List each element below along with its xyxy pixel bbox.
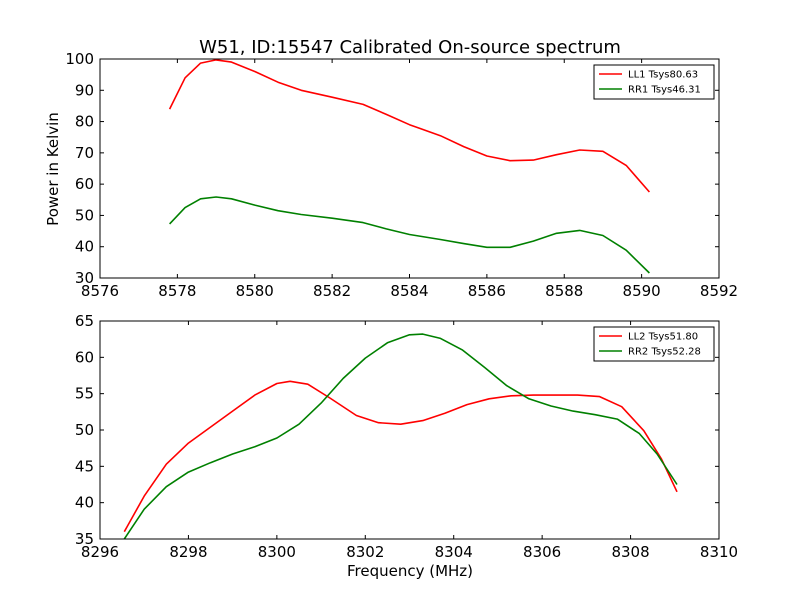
y-tick-label: 90 [75,81,94,99]
y-tick-label: 55 [75,385,94,403]
x-tick-label: 8580 [236,282,274,300]
series-line-rr2 [123,333,678,540]
x-tick-label: 8304 [435,543,473,561]
y-tick-label: 40 [75,494,94,512]
bottom-panel: 8296 8298 8300 8302 8304 8306 8308 8310 35 40 45 50… [75,312,738,561]
series-line-ll2 [123,380,678,533]
x-tick-label: 8310 [700,543,738,561]
y-tick-label: 40 [75,238,94,256]
x-tick-label: 8590 [623,282,661,300]
x-tick-label: 8308 [611,543,649,561]
x-tick-label: 8300 [258,543,296,561]
x-tick-label: 8584 [390,282,428,300]
legend: LL2 Tsys51.80 RR2 Tsys52.28 [593,326,715,362]
x-tick-label: 8576 [81,282,119,300]
y-tick-label: 70 [75,144,94,162]
legend: LL1 Tsys80.63 RR1 Tsys46.31 [593,64,715,100]
x-tick-label: 8582 [313,282,351,300]
y-tick-label: 50 [75,421,94,439]
x-tick-label: 8588 [545,282,583,300]
legend-entry: LL2 Tsys51.80 [628,332,698,343]
y-tick-label: 60 [75,175,94,193]
y-tick-label: 35 [75,530,94,548]
legend-entry: RR1 Tsys46.31 [628,85,701,96]
legend-box [593,326,715,362]
x-tick-label: 8302 [346,543,384,561]
x-tick-label: 8586 [468,282,506,300]
y-tick-label: 60 [75,348,94,366]
y-tick-label: 100 [65,50,94,68]
series-line-rr1 [169,196,650,274]
legend-box [593,64,715,100]
x-tick-label: 8592 [700,282,738,300]
y-tick-label: 65 [75,312,94,330]
chart-title: W51, ID:15547 Calibrated On-source spect… [199,37,621,58]
series-line-ll1 [168,59,651,193]
x-tick-label: 8296 [81,543,119,561]
x-tick-label: 8306 [523,543,561,561]
y-tick-label: 50 [75,206,94,224]
y-tick-label: 80 [75,113,94,131]
x-tick-label: 8578 [158,282,196,300]
legend-entry: RR2 Tsys52.28 [628,347,701,358]
x-tick-label: 8298 [169,543,207,561]
y-axis-label: Power in Kelvin [44,112,62,226]
x-axis-label: Frequency (MHz) [347,562,473,580]
top-panel: 8576 8578 8580 8582 8584 8586 8588 8590 8592 30 40… [65,50,738,300]
legend-entry: LL1 Tsys80.63 [628,70,698,81]
y-tick-label: 30 [75,269,94,287]
y-tick-label: 45 [75,457,94,475]
